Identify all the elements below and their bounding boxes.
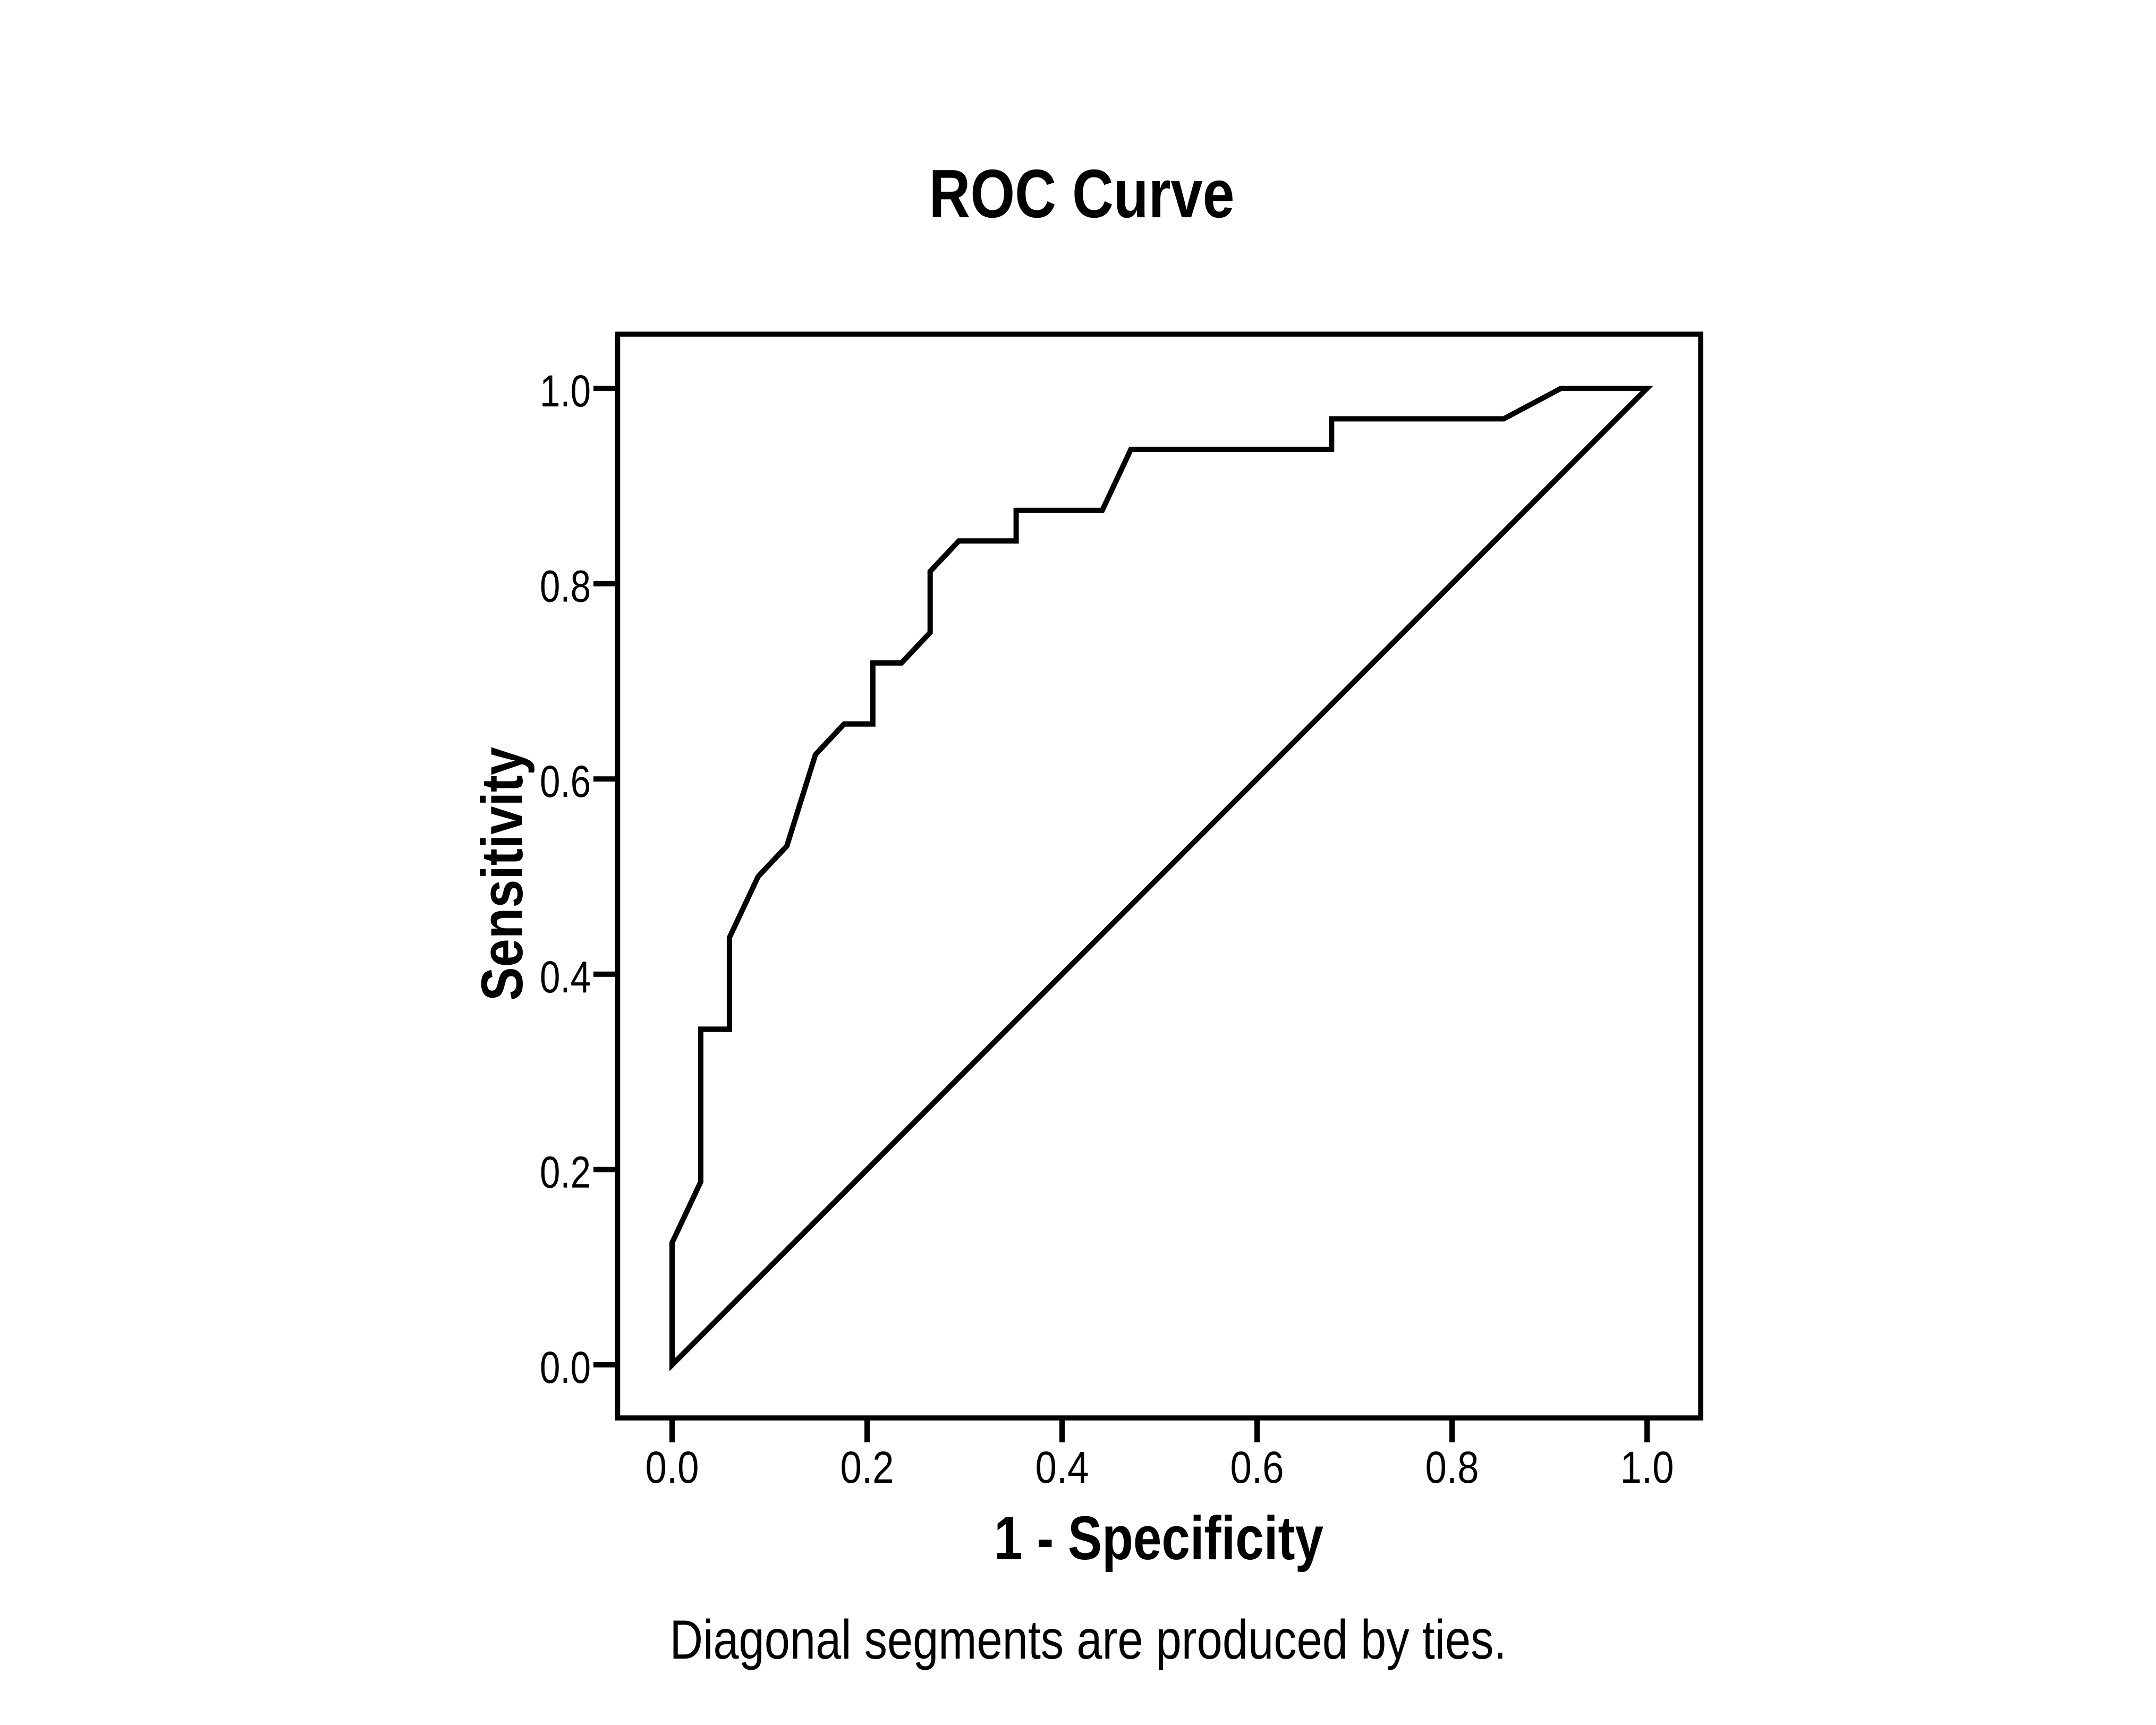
svg-text:0.0: 0.0 xyxy=(646,1442,699,1492)
svg-text:0.8: 0.8 xyxy=(1425,1442,1479,1492)
svg-text:0.8: 0.8 xyxy=(540,562,591,611)
svg-text:0.4: 0.4 xyxy=(540,952,591,1002)
svg-text:0.4: 0.4 xyxy=(1035,1442,1089,1492)
svg-text:Diagonal segments are produced: Diagonal segments are produced by ties. xyxy=(670,1609,1507,1671)
svg-text:0.6: 0.6 xyxy=(1230,1442,1284,1492)
svg-text:ROC Curve: ROC Curve xyxy=(929,156,1235,232)
svg-text:Sensitivity: Sensitivity xyxy=(470,747,535,1001)
svg-text:0.0: 0.0 xyxy=(540,1342,591,1392)
svg-text:0.2: 0.2 xyxy=(841,1442,894,1492)
svg-text:0.6: 0.6 xyxy=(540,757,591,806)
svg-text:0.2: 0.2 xyxy=(540,1147,591,1197)
svg-text:1 - Specificity: 1 - Specificity xyxy=(994,1503,1323,1573)
svg-text:1.0: 1.0 xyxy=(1620,1442,1674,1492)
svg-text:1.0: 1.0 xyxy=(540,366,591,416)
